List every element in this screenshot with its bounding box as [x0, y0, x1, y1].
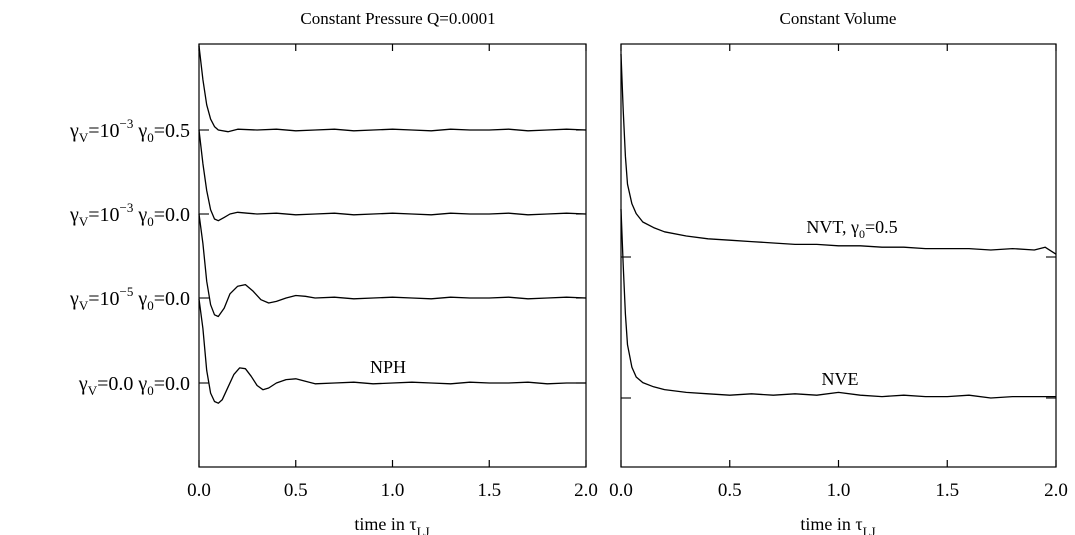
series-line — [198, 45, 587, 133]
label-value: =0.5 — [865, 217, 898, 237]
x-axis-label-right: time in τLJ — [800, 514, 875, 535]
chart-title-right: Constant Volume — [780, 9, 897, 28]
label-exponent: −3 — [120, 116, 134, 131]
x-tick-labels-right: 0.0 0.5 1.0 1.5 2.0 — [609, 480, 1068, 501]
annotation-nph: NPH — [370, 357, 406, 377]
xlabel-main-left: time in τ — [354, 514, 416, 534]
label-subscript: V — [79, 298, 89, 313]
constant-volume-panel: Constant Volume 0.0 0.5 1.0 1.5 2.0 NVT, γ0=… — [609, 9, 1068, 535]
xlabel-subscript-left: LJ — [417, 524, 430, 535]
label-subscript: V — [88, 383, 98, 398]
x-tick-label: 0.5 — [718, 480, 742, 501]
series-line — [620, 53, 1057, 255]
series-line — [198, 213, 587, 318]
label-value: =10 — [88, 120, 119, 142]
label-subscript: 0 — [147, 130, 154, 145]
curves-left — [198, 45, 587, 404]
chart-title-left: Constant Pressure Q=0.0001 — [300, 9, 495, 28]
xlabel-subscript-right: LJ — [863, 524, 876, 535]
label-subscript: 0 — [859, 227, 865, 241]
label-gamma: γ — [133, 120, 147, 142]
label-gamma: γ — [69, 288, 79, 310]
series-line — [198, 129, 587, 222]
x-tick-label: 2.0 — [1044, 480, 1068, 501]
label-value: =10 — [88, 288, 119, 310]
series-label: NVE — [822, 369, 859, 389]
x-tick-label: 2.0 — [574, 480, 598, 501]
x-tick-label: 0.0 — [609, 480, 633, 501]
label-value: =0.0 — [97, 373, 133, 395]
label-text: NVE — [822, 369, 859, 389]
label-subscript: V — [79, 130, 89, 145]
plot-frame-right — [620, 43, 1057, 468]
x-tick-labels-left: 0.0 0.5 1.0 1.5 2.0 — [187, 480, 598, 501]
x-axis-label-left: time in τLJ — [354, 514, 429, 535]
label-subscript: 0 — [147, 214, 154, 229]
series-line — [620, 208, 1056, 399]
x-tick-label: 1.5 — [935, 480, 959, 501]
series-labels-right: NVT, γ0=0.5 NVE — [806, 217, 897, 389]
label-gamma: γ — [69, 120, 79, 142]
label-gamma: γ — [69, 204, 79, 226]
label-subscript: V — [79, 214, 89, 229]
label-value: =0.0 — [154, 373, 190, 395]
label-gamma: γ — [133, 288, 147, 310]
series-labels-left: γV=10−3 γ0=0.5γV=10−3 γ0=0.0γV=10−5 γ0=0… — [69, 116, 190, 398]
label-value: =0.0 — [154, 288, 190, 310]
label-exponent: −3 — [120, 200, 134, 215]
label-subscript: 0 — [147, 383, 154, 398]
label-exponent: −5 — [120, 284, 134, 299]
series-label: γV=10−3 γ0=0.0 — [69, 200, 190, 229]
label-value: =0.0 — [154, 204, 190, 226]
series-label: γV=10−5 γ0=0.0 — [69, 284, 190, 313]
x-tick-label: 1.0 — [381, 480, 405, 501]
label-gamma: γ — [78, 373, 88, 395]
series-label: γV=10−3 γ0=0.5 — [69, 116, 190, 145]
x-tick-label: 0.5 — [284, 480, 308, 501]
label-subscript: 0 — [147, 298, 154, 313]
label-gamma: γ — [133, 373, 147, 395]
x-ticks-left — [198, 44, 587, 467]
baselines-left — [199, 129, 586, 384]
series-label: γV=0.0 γ0=0.0 — [78, 373, 190, 398]
xlabel-main-right: time in τ — [800, 514, 862, 534]
series-line — [198, 298, 586, 404]
label-value: =10 — [88, 204, 119, 226]
curves-right — [620, 53, 1057, 399]
label-text: NVT, γ — [806, 217, 859, 237]
plot-frame-left — [198, 43, 587, 468]
series-label: NVT, γ0=0.5 — [806, 217, 897, 241]
label-value: =0.5 — [154, 120, 190, 142]
x-tick-label: 1.5 — [477, 480, 501, 501]
x-ticks-right — [620, 44, 1057, 467]
x-tick-label: 1.0 — [827, 480, 851, 501]
label-gamma: γ — [133, 204, 147, 226]
x-tick-label: 0.0 — [187, 480, 211, 501]
constant-pressure-panel: Constant Pressure Q=0.0001 0.0 0.5 1.0 1.5 2… — [69, 9, 598, 535]
